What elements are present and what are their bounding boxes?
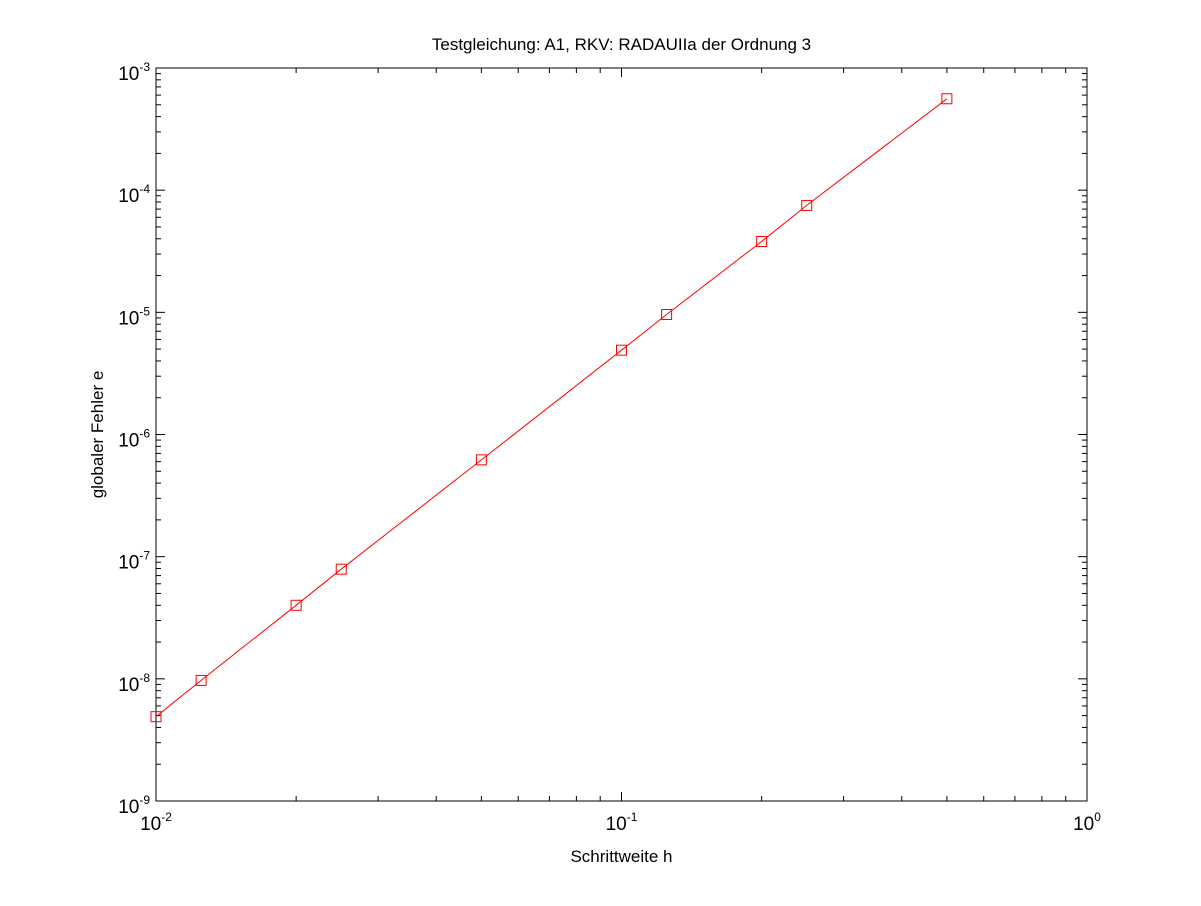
axes-box [155, 67, 1088, 802]
data-point-marker [941, 93, 953, 105]
chart-title: Testgleichung: A1, RKV: RADAUIIa der Ord… [432, 35, 811, 54]
y-tick-label: 10-8 [118, 671, 150, 696]
data-point-marker [335, 563, 347, 575]
x-tick-label: 10-1 [606, 810, 638, 835]
data-point-marker [801, 199, 813, 211]
x-tick-label: 100 [1073, 810, 1101, 835]
y-tick-label: 10-4 [118, 182, 150, 207]
data-point-marker [616, 344, 627, 356]
data-point-marker [290, 599, 302, 611]
x-axis-label: Schrittweite h [570, 847, 672, 866]
series-layer [150, 93, 953, 723]
x-tick-label: 10-2 [140, 810, 172, 835]
y-tick-label: 10-7 [118, 549, 150, 574]
data-point-marker [195, 674, 207, 686]
tick-marks [155, 67, 1088, 802]
y-tick-label: 10-5 [118, 304, 150, 329]
data-point-marker [475, 454, 487, 466]
tick-labels: 10-2 10-1 100 10-9 10-8 10-7 10-6 10-5 10-4 10-3 [118, 60, 1101, 835]
series-line [155, 98, 948, 718]
data-point-marker [150, 711, 162, 723]
data-point-marker [661, 308, 673, 320]
y-axis-label: globaler Fehler e [88, 371, 107, 499]
y-tick-label: 10-6 [118, 427, 150, 452]
y-tick-label: 10-3 [118, 60, 150, 85]
data-point-marker [756, 236, 768, 248]
y-tick-label: 10-9 [118, 793, 150, 818]
